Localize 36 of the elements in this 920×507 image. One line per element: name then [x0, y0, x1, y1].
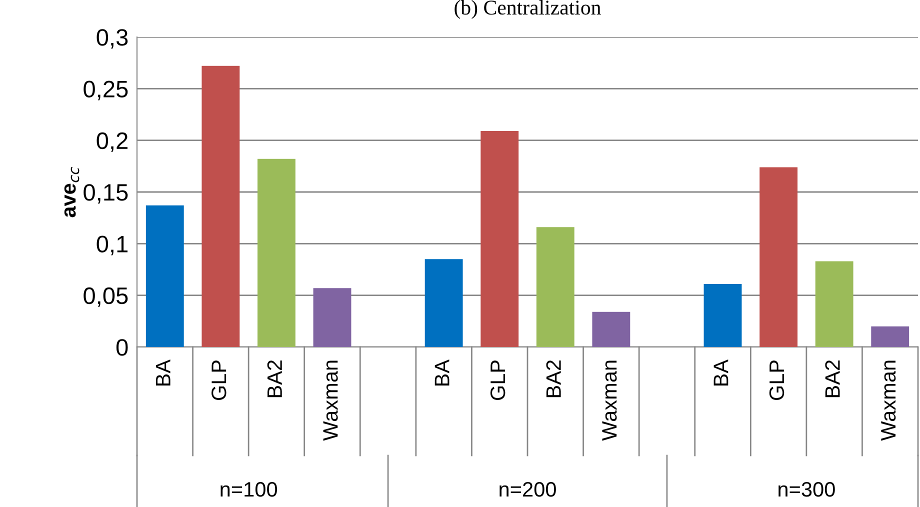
bar	[257, 158, 296, 347]
bar	[760, 167, 798, 347]
bar	[424, 259, 463, 347]
x-tick-label: BA2	[825, 360, 840, 398]
y-tick-label: 0,2	[96, 132, 128, 152]
text: n=200	[500, 482, 556, 497]
y-tick-label: 0,05	[84, 287, 128, 307]
x-tick-label: BA	[714, 359, 728, 386]
y-axis-title: ave$_{cc}$	[64, 167, 80, 218]
x-tick-label: BA	[156, 359, 170, 386]
y-tick-label: 0,15	[84, 184, 128, 204]
bar	[871, 326, 910, 347]
x-tick-label: GLP	[769, 360, 784, 400]
x-tick-label: BA	[434, 359, 450, 386]
text: n=300	[778, 482, 835, 497]
x-tick-label: GLP	[490, 360, 506, 400]
bar	[815, 261, 854, 347]
y-tick-label: 0,3	[96, 29, 128, 49]
bar	[704, 284, 742, 347]
x-tick-label: Waxman	[602, 360, 617, 441]
x-tick-label: Waxman	[323, 360, 338, 441]
bar	[313, 288, 352, 347]
x-tick-label: Waxman	[881, 360, 896, 441]
bar	[202, 66, 240, 347]
text: n=100	[220, 482, 278, 497]
bar	[536, 227, 574, 347]
bar	[146, 205, 184, 347]
bar	[480, 131, 519, 347]
x-tick-label: GLP	[212, 360, 226, 400]
chart-title: (b) Centralization	[454, 0, 601, 19]
x-tick-label: BA2	[546, 360, 561, 398]
y-tick-label: 0,25	[84, 80, 128, 100]
y-tick-label: 0,1	[96, 236, 128, 256]
x-tick-label: BA2	[267, 360, 282, 398]
y-tick-label: 0	[116, 339, 128, 356]
bar	[592, 312, 630, 347]
